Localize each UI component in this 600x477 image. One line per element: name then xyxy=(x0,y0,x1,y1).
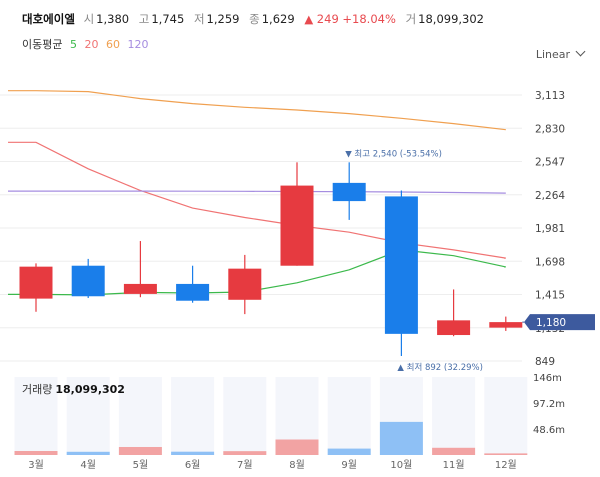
volume-column-bg-6 xyxy=(327,377,371,455)
stock-name: 대호에이엘 xyxy=(22,12,75,26)
high-label: 고 xyxy=(138,12,150,26)
ma-legend-120: 120 xyxy=(127,38,149,51)
close-value: 1,629 xyxy=(261,12,295,26)
volume-bar-8 xyxy=(432,447,476,455)
volume-column-bg-3 xyxy=(171,377,215,455)
volume-bar-7 xyxy=(379,421,423,455)
volume-tick-label-2: 48.6m xyxy=(533,425,565,436)
x-tick-label-5: 8월 xyxy=(289,459,305,471)
current-price-label: 1,180 xyxy=(536,317,566,329)
volume-title-label: 거래량 xyxy=(22,383,53,396)
x-tick-label-9: 12월 xyxy=(495,459,517,471)
x-tick-label-0: 3월 xyxy=(28,459,44,471)
ma-line-60 xyxy=(8,90,506,131)
volume-bar-3 xyxy=(171,451,215,455)
y-tick-label-1: 2,830 xyxy=(535,123,565,135)
volume-column-bg-9 xyxy=(484,377,528,455)
y-tick-label-2: 2,547 xyxy=(535,157,565,169)
x-tick-label-2: 5월 xyxy=(133,459,149,471)
volume-value: 18,099,302 xyxy=(418,12,485,26)
ma-legend-60: 60 xyxy=(105,38,120,51)
volume-bar-9 xyxy=(484,453,528,455)
volume-label: 거 xyxy=(405,12,417,26)
volume-column-bg-4 xyxy=(223,377,267,455)
candle-body-4 xyxy=(228,268,262,300)
volume-bar-5 xyxy=(275,439,319,455)
candle-body-6 xyxy=(332,182,366,202)
candle-body-7 xyxy=(384,196,418,334)
volume-bar-0 xyxy=(14,450,58,455)
volume-tick-label-1: 97.2m xyxy=(533,399,565,410)
open-value: 1,380 xyxy=(96,12,130,26)
max-price-annotation: ▼ 최고 2,540 (-53.54%) xyxy=(345,148,442,159)
y-tick-label-5: 1,698 xyxy=(535,256,565,268)
candle-body-2 xyxy=(123,283,157,294)
x-tick-label-8: 11월 xyxy=(443,459,465,471)
x-tick-label-1: 4월 xyxy=(80,459,96,471)
volume-tick-label-0: 146m xyxy=(533,373,562,384)
open-label: 시 xyxy=(83,12,95,26)
price-summary-header: 대호에이엘 시 1,380 고 1,745 저 1,259 종 1,629 ▲ 249 … xyxy=(22,11,490,27)
moving-average-legend[interactable]: 이동평균 5 20 60 120 xyxy=(22,36,152,52)
y-tick-label-3: 2,264 xyxy=(535,190,565,202)
candle-body-9 xyxy=(489,322,523,328)
volume-column-bg-2 xyxy=(118,377,162,455)
volume-bar-6 xyxy=(327,448,371,455)
volume-bar-2 xyxy=(118,446,162,455)
min-price-annotation: ▲ 최저 892 (32.29%) xyxy=(397,362,483,373)
volume-column-bg-0 xyxy=(14,377,58,455)
y-tick-label-8: 849 xyxy=(535,356,555,368)
ma-line-20 xyxy=(8,141,506,259)
volume-title: 거래량 18,099,302 xyxy=(22,381,125,397)
volume-bar-4 xyxy=(223,451,267,455)
candle-body-5 xyxy=(280,185,314,266)
y-tick-label-0: 3,113 xyxy=(535,90,565,102)
current-price-tag xyxy=(524,314,595,331)
volume-column-bg-1 xyxy=(66,377,110,455)
y-tick-label-6: 1,415 xyxy=(535,290,565,302)
candle-body-8 xyxy=(437,320,471,336)
candle-body-0 xyxy=(19,266,53,299)
low-value: 1,259 xyxy=(206,12,240,26)
ma-line-120 xyxy=(8,190,506,194)
volume-title-value: 18,099,302 xyxy=(55,383,125,396)
ma-legend-title: 이동평균 xyxy=(22,38,63,51)
y-tick-label-4: 1,981 xyxy=(535,223,565,235)
ma-legend-5: 5 xyxy=(69,38,77,51)
high-value: 1,745 xyxy=(151,12,185,26)
x-tick-label-7: 10월 xyxy=(390,459,412,471)
x-tick-label-6: 9월 xyxy=(341,459,357,471)
low-label: 저 xyxy=(193,12,205,26)
x-tick-label-3: 6월 xyxy=(185,459,201,471)
volume-column-bg-8 xyxy=(432,377,476,455)
volume-bar-1 xyxy=(66,451,110,455)
candle-body-3 xyxy=(176,283,210,301)
scale-selector[interactable]: Linear xyxy=(535,46,586,61)
candle-body-1 xyxy=(71,265,105,297)
change-value: ▲ 249 +18.04% xyxy=(304,12,396,26)
x-tick-label-4: 7월 xyxy=(237,459,253,471)
scale-selector-label: Linear xyxy=(535,48,570,61)
close-label: 종 xyxy=(249,12,260,26)
ma-legend-20: 20 xyxy=(84,38,99,51)
